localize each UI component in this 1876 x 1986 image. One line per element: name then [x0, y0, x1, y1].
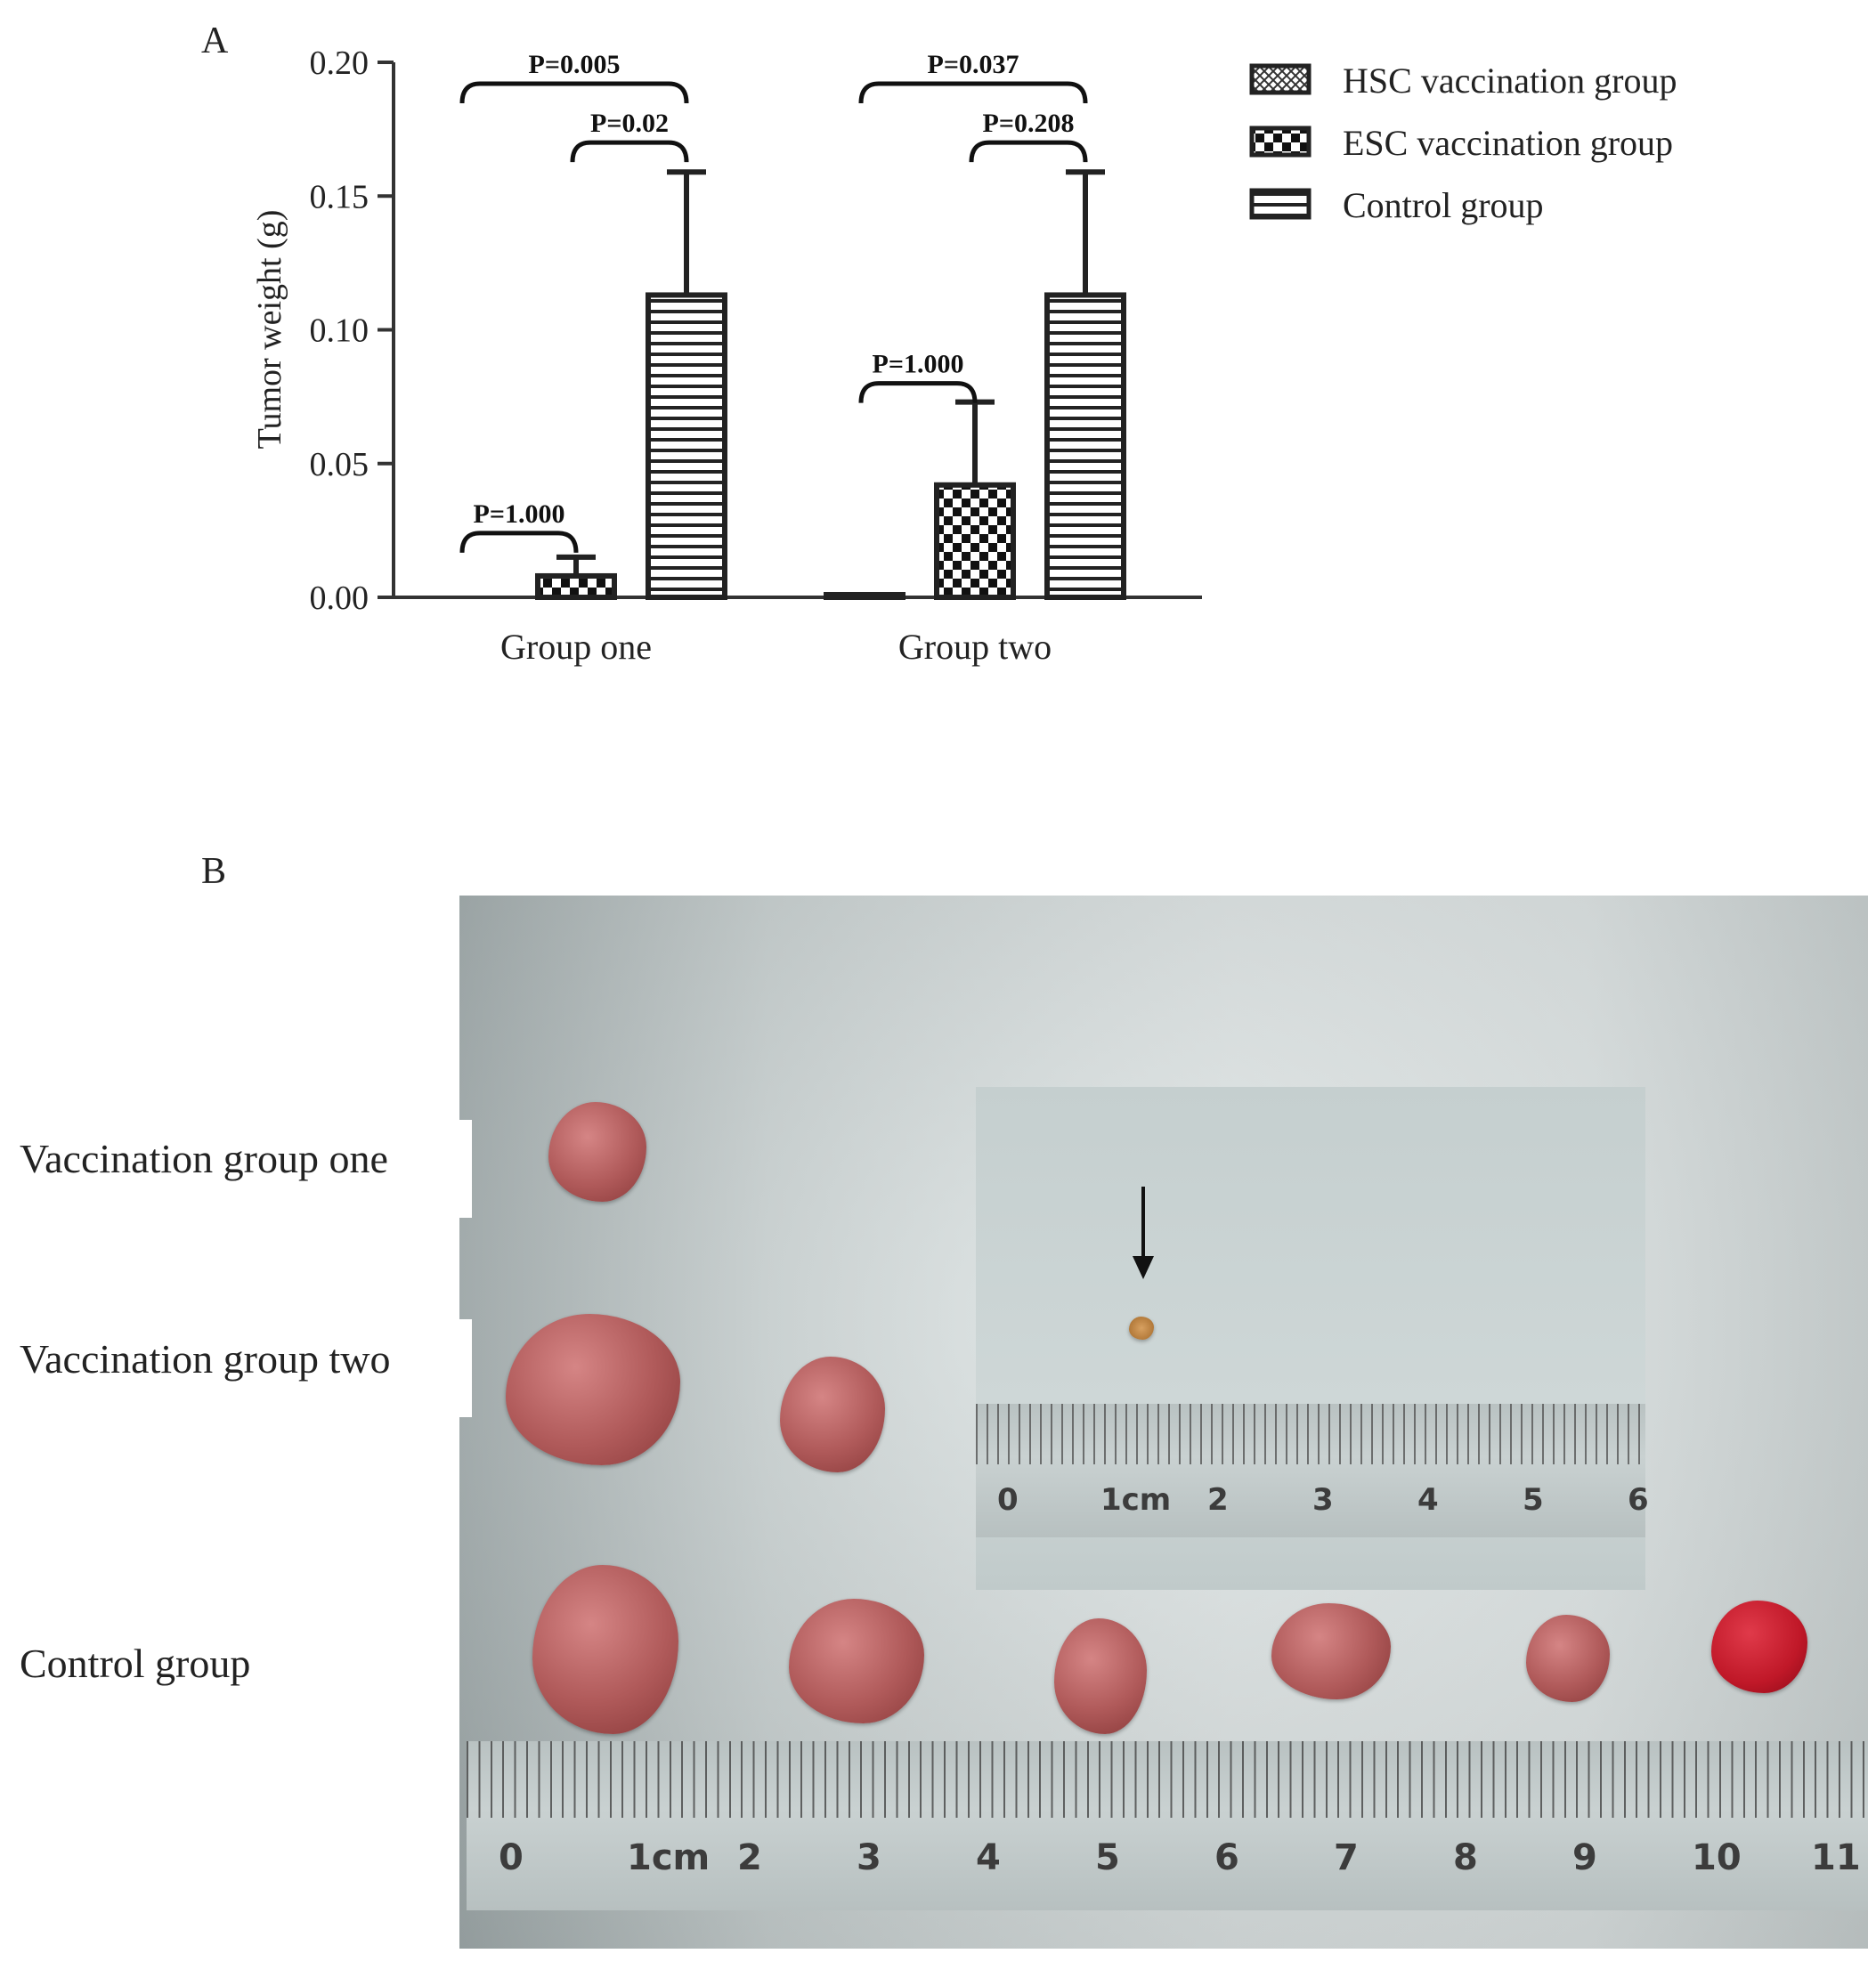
panel-a-letter: A: [201, 20, 229, 61]
significance-bracket: [969, 140, 1088, 163]
inset-ruler-number: 4: [1417, 1482, 1439, 1518]
inset-ruler-number: 1cm: [1100, 1482, 1172, 1518]
tumor-control-3: [1054, 1618, 1147, 1734]
ruler-number: 7: [1334, 1837, 1359, 1878]
inset-ruler-number: 2: [1207, 1482, 1229, 1518]
legend-swatch: [1249, 126, 1312, 158]
significance-bracket: [858, 381, 978, 403]
significance-label: P=0.037: [928, 50, 1019, 79]
legend-label: ESC vaccination group: [1343, 123, 1673, 163]
tumor-inset-small: [1129, 1317, 1154, 1340]
ruler-number: 2: [737, 1837, 762, 1878]
legend-label: Control group: [1343, 185, 1544, 225]
ruler-number: 0: [499, 1837, 524, 1878]
arrow-head-icon: [1133, 1256, 1154, 1279]
inset-ruler-number: 3: [1312, 1482, 1334, 1518]
bar: [646, 292, 727, 600]
significance-label: P=0.02: [590, 109, 669, 138]
ruler-number: 4: [976, 1837, 1001, 1878]
bar: [1044, 292, 1126, 600]
inset-ruler-number: 6: [1628, 1482, 1649, 1518]
bar: [934, 482, 1016, 600]
bar: [824, 591, 906, 600]
tumor-vaccination-one: [548, 1102, 646, 1202]
row-label-control: Control group: [20, 1641, 251, 1686]
x-tick-label: Group one: [500, 627, 652, 667]
main-ruler: 0 1cm 2 3 4 5 6 7 8 9 10 11: [467, 1741, 1868, 1910]
ruler-number: 1cm: [627, 1837, 711, 1878]
tumor-control-5: [1526, 1615, 1610, 1702]
significance-label: P=1.000: [474, 499, 565, 529]
significance-label: P=1.000: [873, 350, 964, 379]
significance-label: P=0.005: [529, 50, 621, 79]
tumor-control-4: [1271, 1603, 1391, 1699]
legend-swatch: [1249, 188, 1312, 220]
significance-bracket: [459, 531, 579, 553]
y-tick-label: 0.15: [310, 178, 370, 215]
row-label-vaccination-two: Vaccination group two: [20, 1336, 391, 1382]
y-tick-label: 0.20: [310, 45, 370, 82]
legend-label: HSC vaccination group: [1343, 61, 1677, 101]
significance-bracket: [570, 140, 689, 163]
ruler-number: 10: [1692, 1837, 1742, 1878]
ruler-number: 8: [1453, 1837, 1478, 1878]
ruler-number: 3: [857, 1837, 881, 1878]
tumor-control-6: [1711, 1601, 1807, 1693]
ruler-number: 6: [1214, 1837, 1239, 1878]
bar-chart: 0.00 0.05 0.10 0.15 0.20 Tumor weight (g) Grou…: [251, 45, 1677, 667]
inset-ruler-number: 5: [1523, 1482, 1544, 1518]
tumor-photo: 0 1cm 2 3 4 5 6 7 8 9 10 11 0 1cm 2 3 4 5 6: [459, 896, 1868, 1949]
significance-bracket: [459, 81, 689, 104]
x-tick-label: Group two: [898, 627, 1052, 667]
ruler-number: 11: [1811, 1837, 1861, 1878]
significance-label: P=0.208: [983, 109, 1075, 138]
inset-ruler: 0 1cm 2 3 4 5 6: [976, 1404, 1649, 1537]
arrow-icon: [1141, 1187, 1145, 1260]
tumor-vaccination-two-2: [780, 1357, 885, 1472]
ruler-number: 9: [1572, 1837, 1597, 1878]
y-tick-label: 0.00: [310, 580, 370, 617]
bar: [535, 572, 617, 601]
y-tick-label: 0.05: [310, 446, 370, 483]
significance-bracket: [858, 81, 1088, 104]
tumor-control-2: [789, 1599, 924, 1723]
y-tick-label: 0.10: [310, 312, 370, 350]
tumor-control-1: [532, 1565, 678, 1734]
inset-ruler-number: 0: [997, 1482, 1019, 1518]
tumor-vaccination-two-1: [506, 1314, 680, 1465]
row-label-vaccination-one: Vaccination group one: [20, 1136, 388, 1181]
inset-photo: 0 1cm 2 3 4 5 6: [976, 1087, 1649, 1590]
y-axis-label: Tumor weight (g): [251, 210, 288, 450]
panel-b-letter: B: [201, 851, 227, 892]
ruler-number: 5: [1095, 1837, 1120, 1878]
legend-swatch: [1249, 63, 1312, 95]
